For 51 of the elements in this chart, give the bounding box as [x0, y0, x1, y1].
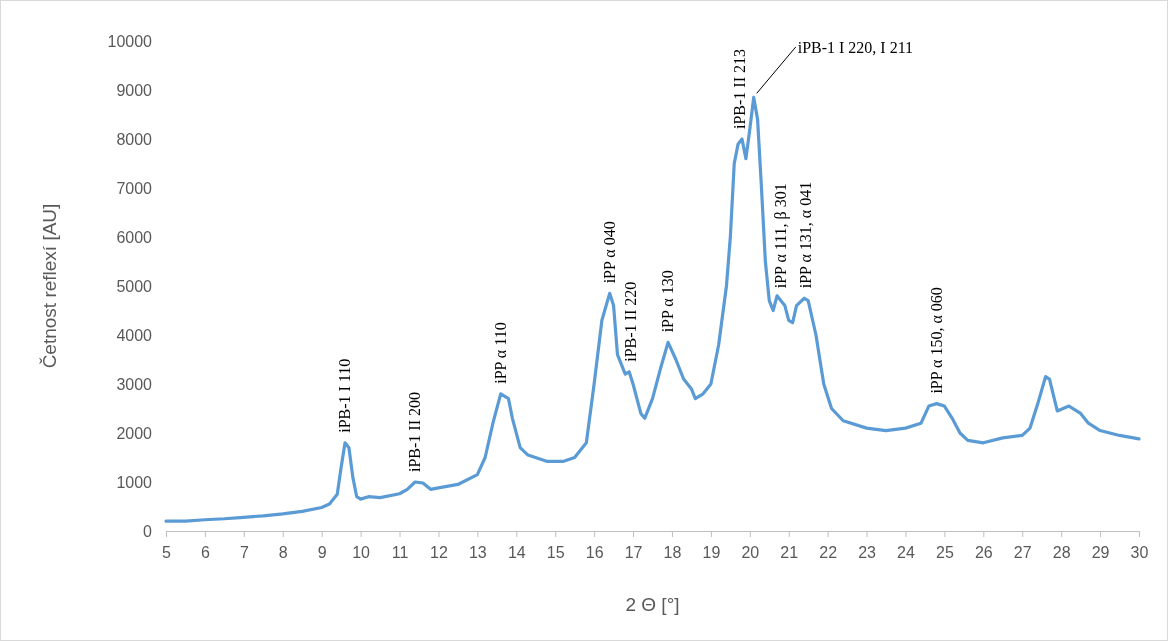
x-tick-label: 11 [391, 543, 409, 561]
x-tick-label: 30 [1130, 543, 1149, 561]
x-tick-label: 19 [702, 543, 721, 561]
x-tick-label: 26 [974, 543, 993, 561]
x-tick-label: 24 [897, 543, 915, 561]
annotation: iPP α 040 [600, 221, 618, 284]
y-tick-label: 10000 [107, 32, 153, 50]
y-tick-label: 6000 [116, 228, 153, 246]
annotation: iPB-1 I 110 [336, 358, 354, 433]
x-tick-label: 27 [1013, 543, 1032, 561]
y-tick-label: 9000 [116, 81, 153, 99]
x-tick-label: 12 [430, 543, 448, 561]
x-tick-label: 21 [780, 543, 799, 561]
annotation: iPP α 131, α 041 [797, 181, 815, 289]
x-tick-label: 17 [624, 543, 643, 561]
annotation: iPP α 111, β 301 [771, 183, 790, 289]
annotation: iPB-1 II 213 [731, 49, 749, 129]
y-tick-label: 7000 [116, 179, 153, 197]
y-tick-label: 5000 [116, 277, 153, 295]
x-tick-label: 10 [352, 543, 371, 561]
y-tick-label: 0 [143, 522, 153, 540]
x-tick-label: 20 [741, 543, 760, 561]
annotation: iPP α 110 [491, 322, 509, 384]
annotation: iPB-1 I 220, I 211 [797, 39, 914, 56]
x-tick-label: 23 [858, 543, 877, 561]
y-tick-label: 1000 [116, 473, 153, 491]
x-tick-label: 13 [468, 543, 487, 561]
x-tick-label: 29 [1091, 543, 1110, 561]
line-series [164, 95, 1141, 523]
x-tick-label: 8 [278, 543, 288, 561]
x-tick-label: 18 [663, 543, 682, 561]
x-tick-label: 6 [200, 543, 210, 561]
y-tick-label: 4000 [116, 326, 153, 344]
x-tick-label: 22 [819, 543, 838, 561]
annotation: iPB-1 II 200 [406, 392, 424, 472]
x-tick-label: 16 [585, 543, 604, 561]
y-tick-label: 8000 [116, 130, 153, 148]
annotation: iPP α 130 [659, 270, 677, 333]
x-tick-label: 9 [317, 543, 327, 561]
y-tick-label: 2000 [116, 424, 153, 442]
x-tick-label: 25 [936, 543, 954, 561]
x-tick-label: 15 [546, 543, 565, 561]
x-tick-label: 14 [507, 543, 526, 561]
x-axis-title: 2 Θ [°] [625, 594, 680, 615]
annotation: iPP α 150, α 060 [927, 287, 945, 394]
annotation: iPB-1 II 220 [622, 281, 640, 362]
x-tick-label: 5 [162, 543, 172, 561]
x-tick-label: 28 [1052, 543, 1071, 561]
y-tick-label: 3000 [116, 375, 153, 393]
x-tick-label: 7 [239, 543, 249, 561]
y-axis-title: Četnost reflexí [AU] [39, 203, 60, 369]
